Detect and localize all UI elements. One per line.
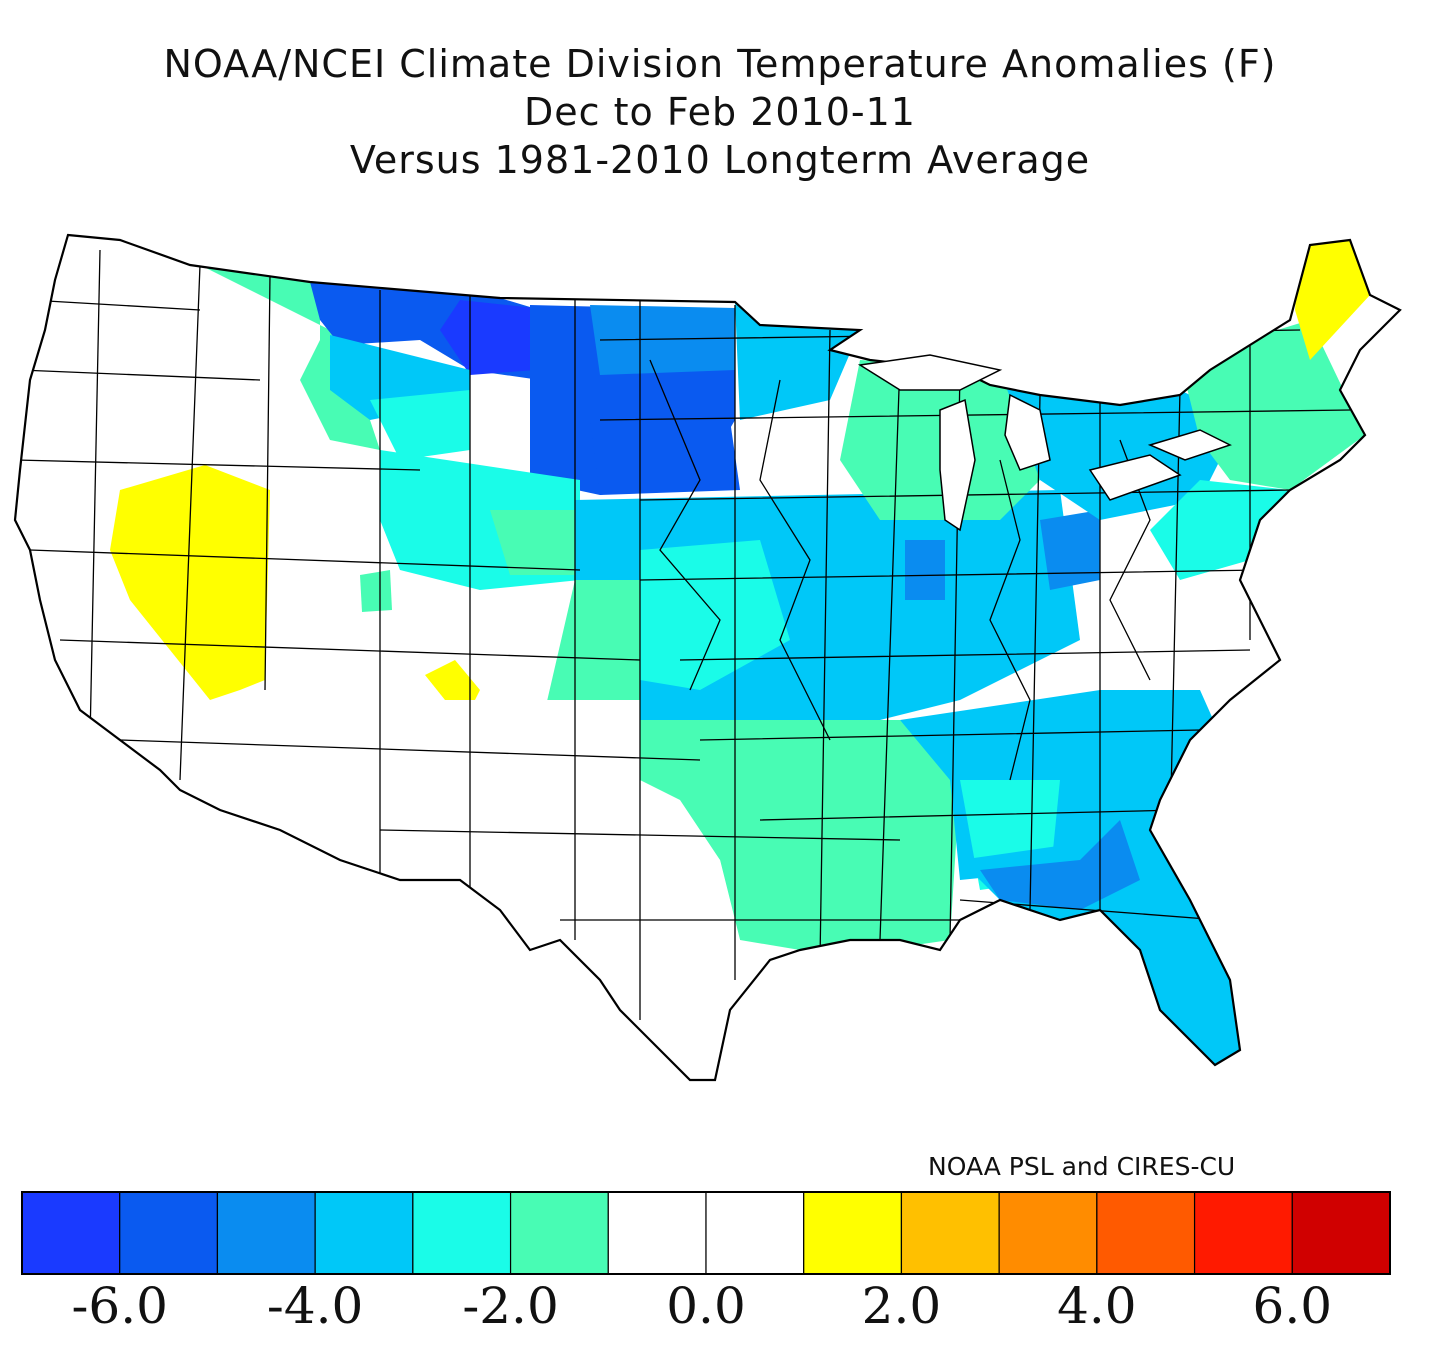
us-climate-division-map — [13, 233, 1402, 1082]
tick-label: -2.0 — [462, 1277, 559, 1335]
color-bar-cell — [412, 1191, 512, 1275]
tick-label: 0.0 — [666, 1277, 746, 1335]
color-bar-cell — [607, 1191, 707, 1275]
title-line-3: Versus 1981-2010 Longterm Average — [349, 138, 1091, 182]
tick-label: 4.0 — [1057, 1277, 1137, 1335]
title-line-2: Dec to Feb 2010-11 — [524, 90, 916, 134]
credit-label: NOAA PSL and CIRES-CU — [928, 1152, 1236, 1181]
color-bar-cell — [900, 1191, 1000, 1275]
color-bar-cell — [1096, 1191, 1196, 1275]
great-lakes — [857, 354, 1232, 532]
tick-label: 6.0 — [1252, 1277, 1333, 1335]
tick-label: 2.0 — [861, 1277, 942, 1335]
color-bar-cell — [1193, 1191, 1293, 1275]
title-line-1: NOAA/NCEI Climate Division Temperature A… — [163, 42, 1277, 86]
tick-label: -6.0 — [71, 1277, 168, 1335]
color-bar-cell — [216, 1191, 316, 1275]
color-bar-cell — [803, 1191, 903, 1275]
color-bar-cell — [21, 1191, 121, 1275]
color-bar-cell — [119, 1191, 219, 1275]
color-bar-cell — [509, 1191, 609, 1275]
color-bar-cell — [1291, 1191, 1391, 1275]
tick-label: -4.0 — [266, 1277, 364, 1335]
map-title: NOAA/NCEI Climate Division Temperature A… — [0, 40, 1440, 184]
color-bar-cell — [314, 1191, 414, 1275]
us-outline — [13, 233, 1402, 1082]
color-bar-cell — [998, 1191, 1098, 1275]
color-bar-cell — [705, 1191, 805, 1275]
color-bar-tick-labels: -6.0 -4.0 -2.0 0.0 2.0 4.0 6.0 — [0, 1276, 1440, 1336]
